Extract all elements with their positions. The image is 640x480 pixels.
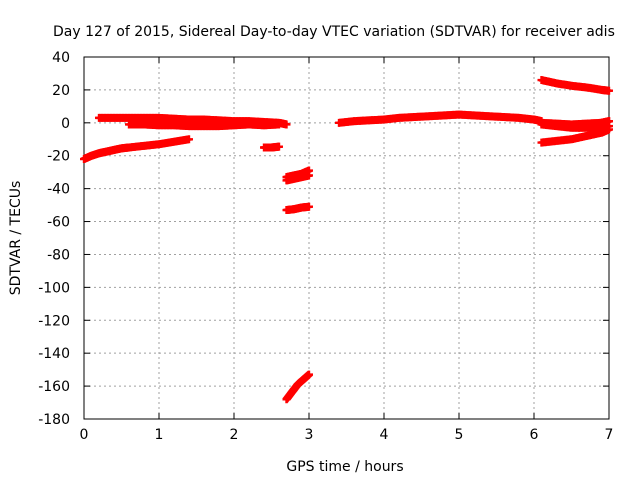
data-point bbox=[605, 125, 613, 134]
y-tick-label: -60 bbox=[47, 215, 70, 231]
y-tick-label: -100 bbox=[38, 280, 70, 296]
y-tick-label: -160 bbox=[38, 379, 70, 395]
grid-lines bbox=[84, 57, 609, 419]
data-point bbox=[605, 117, 613, 126]
data-point bbox=[185, 135, 193, 144]
y-tick-label: 0 bbox=[61, 116, 70, 132]
data-series bbox=[537, 125, 613, 147]
y-tick-label: -40 bbox=[47, 182, 70, 198]
x-tick-label: 6 bbox=[530, 427, 539, 443]
data-point bbox=[275, 142, 283, 151]
x-tick-label: 7 bbox=[605, 427, 614, 443]
data-point bbox=[305, 202, 313, 211]
x-axis-label: GPS time / hours bbox=[286, 459, 403, 475]
x-tick-label: 2 bbox=[230, 427, 239, 443]
x-tick-label: 5 bbox=[455, 427, 464, 443]
data-point bbox=[282, 120, 291, 129]
data-point bbox=[275, 120, 283, 129]
chart-title: Day 127 of 2015, Sidereal Day-to-day VTE… bbox=[53, 24, 615, 40]
data-point bbox=[305, 171, 313, 180]
data-series bbox=[537, 76, 613, 95]
x-tick-label: 4 bbox=[380, 427, 389, 443]
y-tick-label: -80 bbox=[47, 247, 70, 263]
plot-border bbox=[83, 56, 610, 420]
y-tick-label: 20 bbox=[52, 83, 70, 99]
data-points bbox=[80, 76, 613, 404]
data-series bbox=[282, 171, 313, 185]
data-series bbox=[80, 135, 193, 164]
y-tick-label: -20 bbox=[47, 149, 70, 165]
x-tick-label: 1 bbox=[155, 427, 164, 443]
x-tick-label: 3 bbox=[305, 427, 314, 443]
data-series bbox=[125, 120, 283, 131]
data-series bbox=[282, 370, 313, 404]
data-series bbox=[260, 142, 283, 152]
y-tick-label: -120 bbox=[38, 313, 70, 329]
y-tick-label: 40 bbox=[52, 50, 70, 66]
x-tick-label: 0 bbox=[80, 427, 89, 443]
data-point bbox=[305, 370, 313, 379]
data-series bbox=[282, 202, 313, 215]
data-point bbox=[605, 86, 613, 95]
y-axis-label: SDTVAR / TECUs bbox=[8, 181, 24, 296]
y-tick-label: -180 bbox=[38, 412, 70, 428]
data-series bbox=[335, 110, 546, 127]
y-tick-label: -140 bbox=[38, 346, 70, 362]
axis-ticks: 0 1 2 3 4 5 6 7 40 20 0 -20 -40 -60 -80 -100 -120 -140 -16… bbox=[38, 50, 613, 443]
data-series bbox=[575, 117, 613, 132]
plot-frame bbox=[83, 56, 610, 420]
